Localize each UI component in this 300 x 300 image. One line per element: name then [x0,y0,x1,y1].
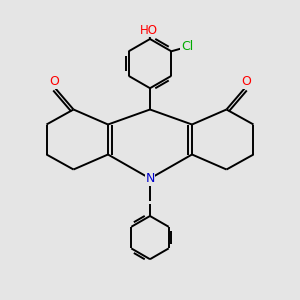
Text: HO: HO [140,23,158,37]
Text: N: N [145,172,155,185]
Text: Cl: Cl [181,40,193,53]
Text: O: O [241,75,251,88]
Text: O: O [49,75,59,88]
